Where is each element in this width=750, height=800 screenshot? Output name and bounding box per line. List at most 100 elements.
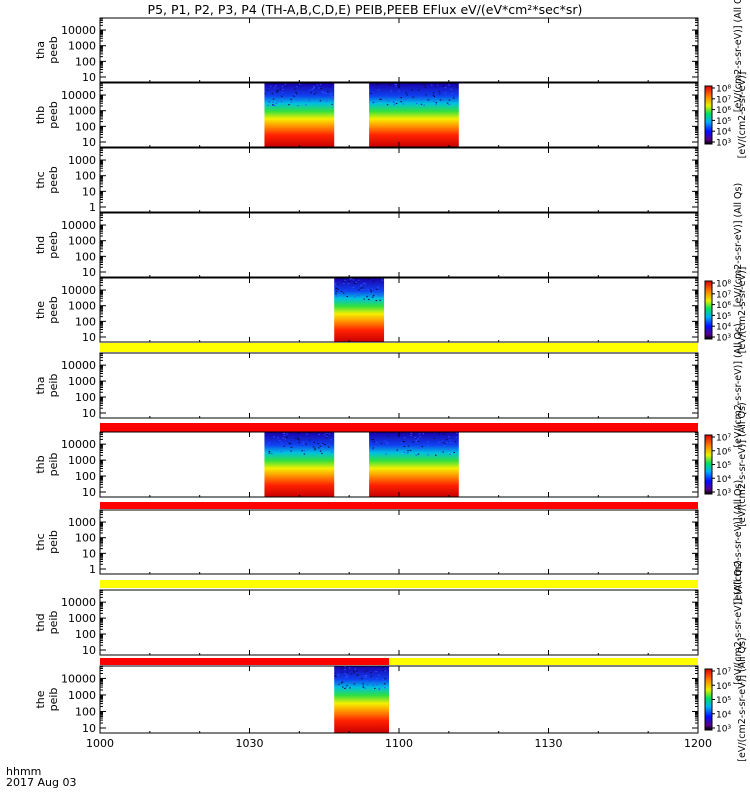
texture-speck [282, 432, 285, 434]
texture-speck [286, 445, 288, 447]
panel-frame [99, 509, 699, 575]
texture-speck [330, 93, 333, 95]
colorbar [704, 668, 713, 731]
texture-speck [295, 93, 298, 95]
units-label: [eV/(cm2-s-sr-eV)] (All Qs) [733, 480, 744, 604]
texture-speck [375, 300, 378, 302]
colorbar-tick-label: 10⁸ [716, 280, 731, 290]
x-axis-labels: 1000 1030 1100 1130 1200 [86, 737, 712, 750]
texture-speck [276, 91, 278, 93]
texture-speck [417, 448, 419, 450]
x-tick-label: 1100 [385, 737, 413, 750]
y-tick-label: 1000 [68, 235, 96, 248]
texture-speck [340, 290, 343, 292]
texture-speck [385, 453, 388, 455]
texture-speck [415, 454, 418, 456]
y-axis-label-product: peeb [47, 296, 60, 324]
colorbar-tick-label: 10⁷ [716, 668, 731, 678]
x-tick-label: 1000 [86, 737, 114, 750]
y-axis-label-probe: tha [34, 41, 47, 59]
texture-speck [354, 292, 357, 294]
texture-speck [449, 453, 451, 455]
texture-speck [342, 686, 344, 688]
texture-speck [419, 96, 422, 98]
texture-speck [301, 450, 303, 452]
texture-speck [382, 681, 384, 683]
texture-speck [295, 91, 297, 93]
texture-speck [285, 97, 288, 99]
texture-speck [296, 96, 299, 98]
texture-speck [310, 92, 312, 94]
texture-speck [370, 672, 372, 674]
texture-speck [454, 441, 457, 443]
texture-speck [268, 101, 271, 103]
texture-speck [314, 447, 316, 449]
texture-speck [313, 87, 316, 89]
texture-speck [380, 295, 382, 297]
texture-speck [425, 94, 427, 96]
texture-speck [268, 450, 271, 452]
texture-speck [277, 437, 279, 439]
texture-speck [400, 97, 403, 99]
texture-speck [297, 438, 299, 440]
texture-speck [283, 445, 285, 447]
texture-speck [376, 683, 378, 685]
texture-speck [290, 450, 292, 452]
texture-speck [387, 100, 390, 102]
texture-speck [420, 103, 423, 105]
texture-speck [342, 292, 345, 294]
data-block [369, 432, 459, 497]
texture-speck [340, 682, 343, 684]
texture-speck [370, 289, 372, 291]
units-label: [eV/(cm2-s-sr-eV)] (All Qs) [733, 323, 744, 447]
colorbar-tick-label: 10⁴ [716, 710, 731, 720]
texture-speck [371, 296, 374, 298]
data-block-texture [334, 666, 386, 690]
texture-speck [372, 448, 374, 450]
texture-speck [379, 299, 381, 301]
texture-speck [329, 94, 331, 96]
texture-speck [320, 88, 322, 90]
texture-speck [334, 282, 337, 284]
colorbar-tick-label: 10³ [716, 334, 731, 344]
texture-speck [282, 88, 284, 90]
texture-speck [368, 292, 371, 294]
texture-speck [329, 86, 331, 88]
texture-speck [395, 85, 397, 87]
texture-speck [337, 674, 339, 676]
texture-speck [354, 668, 357, 670]
y-tick-label: 1 [89, 563, 96, 576]
colorbar-tick-label: 10⁵ [716, 461, 731, 471]
texture-speck [384, 440, 387, 442]
texture-speck [403, 441, 405, 443]
texture-speck [428, 444, 430, 446]
texture-speck [357, 279, 360, 281]
texture-speck [316, 84, 319, 86]
texture-speck [334, 675, 337, 677]
page-title: P5, P1, P2, P3, P4 (TH-A,B,C,D,E) PEIB,P… [147, 2, 583, 17]
colorbar-tick-label: 10⁴ [716, 475, 731, 485]
texture-speck [438, 90, 440, 92]
texture-speck [272, 104, 274, 106]
texture-speck [353, 670, 355, 672]
y-tick-label: 100 [75, 55, 96, 68]
colorbar-tick-label: 10⁵ [716, 312, 731, 322]
texture-speck [455, 432, 458, 434]
y-tick-label: 100 [75, 532, 96, 545]
texture-speck [407, 83, 409, 85]
texture-speck [344, 669, 346, 671]
texture-speck [436, 84, 439, 86]
y-tick-label: 1 [89, 201, 96, 214]
texture-speck [331, 103, 333, 105]
texture-speck [297, 432, 300, 434]
texture-speck [321, 443, 323, 445]
texture-speck [290, 98, 292, 100]
colorbar-tick-label: 10⁵ [716, 117, 731, 127]
texture-speck [344, 279, 346, 281]
texture-speck [355, 281, 358, 283]
texture-speck [344, 687, 347, 689]
texture-speck [381, 279, 384, 281]
texture-speck [372, 684, 375, 686]
texture-speck [365, 676, 367, 678]
texture-speck [400, 101, 402, 103]
